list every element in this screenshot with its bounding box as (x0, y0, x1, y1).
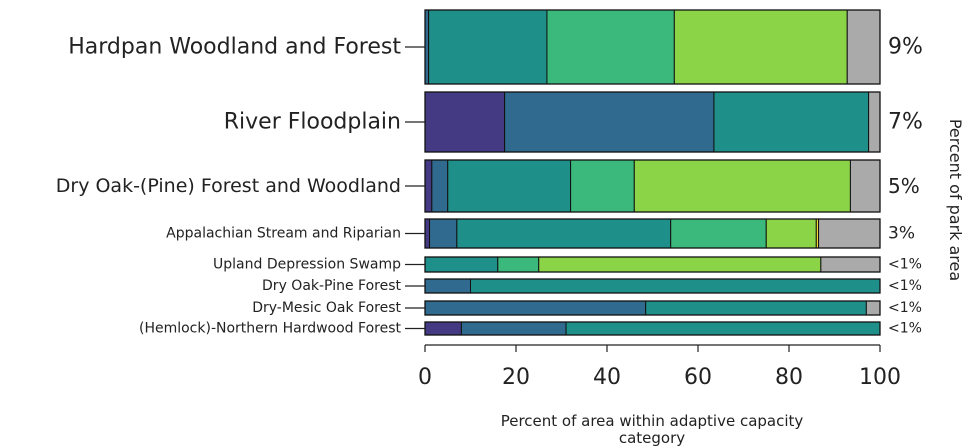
bar-segment (645, 300, 867, 316)
bar-segment (424, 159, 433, 213)
park-percent-label: 5% (888, 174, 920, 198)
bar-segment (424, 256, 499, 273)
bar-segment (565, 321, 881, 336)
bar-segment (504, 91, 715, 153)
park-percent-label: <1% (888, 300, 922, 316)
category-label: Upland Depression Swamp (213, 257, 401, 273)
bar-segment (497, 256, 540, 273)
x-tick-label: 40 (593, 365, 621, 390)
bar-segment (818, 218, 881, 249)
bar-segment (538, 256, 822, 273)
x-axis-title: Percent of area within adaptive capacity… (501, 412, 804, 447)
category-labels: Hardpan Woodland and Forest River Floodpl… (56, 35, 425, 337)
x-tick-label: 80 (775, 365, 803, 390)
category-label: Hardpan Woodland and Forest (68, 35, 401, 60)
x-tick-label: 20 (502, 365, 530, 390)
bars-layer (424, 9, 881, 336)
park-percent-label: 3% (888, 224, 915, 244)
bar-segment (424, 321, 462, 336)
bar-segment (546, 9, 675, 85)
park-percent-labels: 9% 7% 5% 3% <1% <1% <1% <1% (888, 35, 923, 337)
x-tick-label: 60 (684, 365, 712, 390)
bar-segment (424, 218, 431, 249)
bar-segment (570, 159, 635, 213)
category-label: Dry Oak-Pine Forest (262, 278, 401, 294)
category-label: Appalachian Stream and Riparian (166, 226, 401, 242)
category-label: (Hemlock)-Northern Hardwood Forest (139, 321, 402, 337)
bar-segment (456, 218, 672, 249)
x-axis: 0 20 40 60 80 100 (418, 344, 901, 390)
y2-axis-title: Percent of park area (946, 119, 965, 281)
bar-segment (670, 218, 767, 249)
bar-segment (673, 9, 848, 85)
park-percent-label: <1% (888, 257, 922, 273)
bar-segment (424, 278, 471, 294)
x-tick-label: 0 (418, 365, 432, 390)
bar-segment (865, 300, 881, 316)
park-percent-label: 9% (888, 35, 923, 60)
bar-segment (765, 218, 817, 249)
park-percent-label: <1% (888, 321, 922, 337)
x-tick-label: 100 (859, 365, 901, 390)
bar-segment (460, 321, 567, 336)
bar-segment (849, 159, 881, 213)
park-percent-label: 7% (888, 110, 923, 135)
bar-segment (713, 91, 870, 153)
bar-segment (846, 9, 881, 85)
bar-segment (633, 159, 851, 213)
bar-segment (431, 159, 449, 213)
bar-segment (470, 278, 881, 294)
bar-segment (820, 256, 881, 273)
category-label: River Floodplain (224, 110, 401, 135)
bar-segment (868, 91, 881, 153)
bar-segment (424, 91, 506, 153)
category-label: Dry Oak-(Pine) Forest and Woodland (56, 175, 401, 197)
category-label: Dry-Mesic Oak Forest (252, 300, 401, 316)
bar-segment (424, 300, 647, 316)
bar-segment (447, 159, 572, 213)
bar-segment (428, 9, 548, 85)
park-percent-label: <1% (888, 278, 922, 294)
bar-segment (429, 218, 458, 249)
